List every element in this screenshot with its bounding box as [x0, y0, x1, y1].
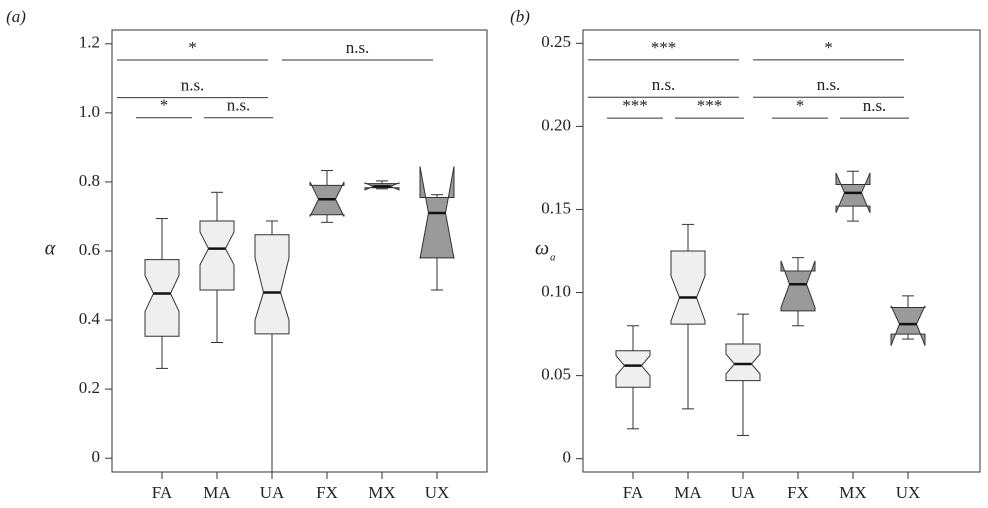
y-tick-label: 0.8 [79, 171, 100, 190]
significance-label: n.s. [817, 75, 841, 94]
x-tick-label: MX [839, 483, 866, 502]
panel-label: (a) [6, 7, 26, 26]
y-tick-label: 0 [563, 448, 572, 467]
notched-box [725, 343, 761, 382]
significance-label: n.s. [181, 76, 205, 95]
x-tick-label: UX [425, 483, 450, 502]
notched-box [615, 350, 651, 388]
notched-box [670, 250, 706, 325]
significance-label: *** [651, 38, 677, 57]
notched-box [780, 260, 816, 312]
x-tick-label: FA [623, 483, 644, 502]
y-axis-label: α [45, 238, 56, 260]
y-tick-label: 0.10 [541, 281, 571, 300]
significance-label: *** [622, 96, 648, 115]
y-tick-label: 0 [92, 447, 101, 466]
x-tick-label: FX [316, 483, 338, 502]
x-tick-label: MA [674, 483, 702, 502]
significance-label: n.s. [227, 96, 251, 115]
significance-label: * [796, 96, 805, 115]
y-tick-label: 0.6 [79, 240, 100, 259]
x-tick-label: UA [731, 483, 756, 502]
panel-label: (b) [510, 7, 530, 26]
significance-label: * [188, 38, 197, 57]
notched-box [254, 234, 290, 335]
y-tick-label: 0.20 [541, 115, 571, 134]
y-tick-label: 0.05 [541, 365, 571, 384]
y-axis-label-subscript: a [550, 252, 556, 264]
y-tick-label: 0.4 [79, 309, 101, 328]
significance-label: * [160, 96, 169, 115]
notched-box [199, 220, 235, 291]
significance-label: n.s. [652, 75, 676, 94]
notched-box [890, 305, 926, 346]
y-tick-label: 1.2 [79, 33, 100, 52]
x-tick-label: UX [896, 483, 921, 502]
significance-label: * [824, 38, 833, 57]
significance-label: n.s. [863, 96, 887, 115]
x-tick-label: MA [203, 483, 231, 502]
significance-label: *** [697, 96, 723, 115]
x-tick-label: FX [787, 483, 809, 502]
x-tick-label: MX [368, 483, 395, 502]
x-tick-label: UA [260, 483, 285, 502]
y-tick-label: 0.25 [541, 32, 571, 51]
plot-frame [582, 29, 981, 473]
x-tick-label: FA [152, 483, 173, 502]
y-tick-label: 1.0 [79, 102, 100, 121]
notched-box [144, 259, 180, 337]
y-tick-label: 0.2 [79, 378, 100, 397]
significance-label: n.s. [346, 38, 370, 57]
y-axis-label: ω [535, 238, 549, 260]
y-tick-label: 0.15 [541, 198, 571, 217]
panel: (a) α 0 0.2 0.4 0.6 0.8 1.0 1.2 FA MA UA FX MX UX * n.s.… [6, 7, 488, 502]
